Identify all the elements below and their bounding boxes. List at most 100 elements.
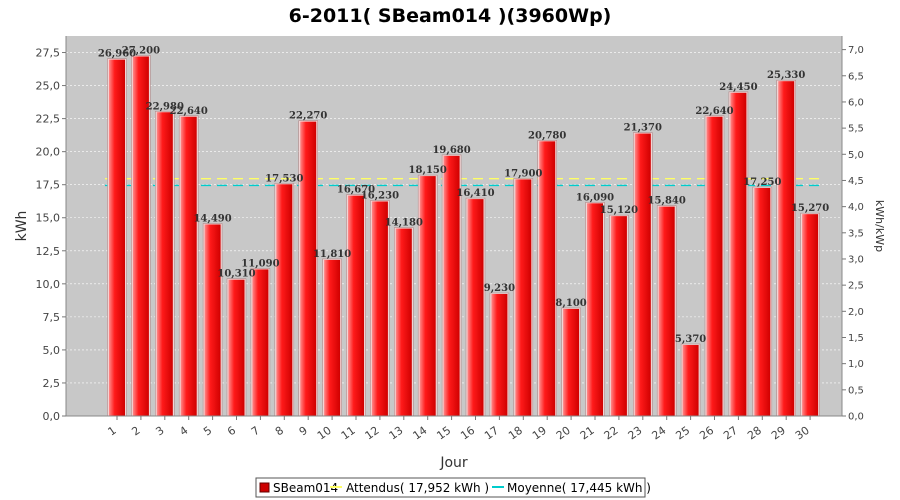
y2-tick-label: 1,5 [848,333,864,344]
y-tick-label: 0,0 [43,410,61,423]
x-tick-label: 2 [129,424,142,439]
x-tick-label: 29 [769,424,788,443]
bar [371,201,388,416]
x-tick-label: 8 [273,424,286,439]
bar-value-label: 14,180 [385,218,423,229]
bar-value-label: 17,530 [265,173,303,184]
bar-value-label: 22,640 [695,106,733,117]
bar-value-label: 16,410 [456,188,494,199]
y2-tick-label: 4,5 [848,176,864,187]
bar-value-label: 5,370 [675,334,706,345]
bar [754,188,771,416]
bar [706,116,723,416]
x-tick-label: 13 [387,424,406,443]
y2-tick-label: 7,0 [848,45,864,56]
x-tick-label: 1 [106,424,119,439]
chart-title: 6-2011( SBeam014 )(3960Wp) [289,5,612,27]
y2-tick-label: 6,5 [848,71,864,82]
bar-value-label: 17,900 [504,168,542,179]
y2-tick-label: 3,0 [848,254,864,265]
bar [204,224,221,416]
legend-label-moyenne: Moyenne( 17,445 kWh ) [507,481,651,495]
bar [395,228,412,416]
x-tick-label: 20 [554,424,573,443]
y2-tick-label: 1,0 [848,359,864,370]
x-tick-label: 27 [721,424,740,443]
x-tick-label: 6 [225,424,238,439]
bar [443,155,460,416]
legend-box [255,477,646,498]
bar-value-label: 21,370 [624,123,662,134]
bar [276,184,293,416]
y-tick-label: 27,5 [36,47,61,60]
bar [610,216,627,416]
y2-tick-label: 0,5 [848,385,864,396]
y-tick-label: 12,5 [36,245,61,258]
bar-value-label: 22,980 [146,101,184,112]
x-axis-ticks: 1 2 3 4 5 6 7 8 9 10 11 12 13 14 15 16 17 18 19 20 21 22 23 24 2… [106,416,812,442]
bar-value-label: 16,090 [576,192,614,203]
bar-value-label: 15,120 [600,205,638,216]
bar-value-label: 15,270 [791,203,829,214]
bar [300,121,317,417]
y2-tick-label: 0,0 [848,412,864,423]
bar-value-label: 22,270 [289,111,327,122]
x-tick-label: 22 [602,424,621,443]
y2-tick-label: 2,5 [848,281,864,292]
bar-value-label: 8,100 [555,298,586,309]
y-tick-label: 7,5 [43,311,61,324]
bar-value-label: 9,230 [484,283,515,294]
bar [587,203,603,416]
x-tick-label: 7 [249,424,262,439]
legend: SBeam014 Attendus( 17,952 kWh ) Moyenne(… [255,477,651,498]
x-tick-label: 9 [297,424,310,439]
x-tick-label: 18 [506,424,525,443]
x-tick-label: 16 [458,424,477,443]
bar [634,133,651,416]
bar [252,269,269,416]
legend-swatch-sbeam [259,482,270,493]
bar-value-label: 11,810 [313,249,351,260]
y-tick-label: 17,5 [36,179,61,192]
bar-value-label: 16,670 [337,185,375,196]
bar-value-label: 18,150 [409,165,447,176]
x-tick-label: 24 [649,424,668,443]
x-tick-label: 14 [410,424,429,443]
bar [467,199,484,416]
y2-axis-label: kWh/kWp [873,200,886,252]
bars [107,55,820,417]
y-tick-label: 25,0 [36,80,61,93]
bar-value-label: 14,490 [193,213,231,224]
bar [109,59,125,417]
bar-value-label: 10,310 [217,269,255,280]
x-tick-label: 4 [177,424,190,439]
bar [730,92,747,417]
bar-value-label: 16,230 [361,190,399,201]
bar [778,81,795,416]
legend-label-sbeam: SBeam014 [273,481,338,495]
x-tick-label: 25 [673,424,692,443]
bar [658,206,675,416]
bar [563,308,580,416]
y-tick-label: 15,0 [36,212,61,225]
bar [348,195,364,416]
bar [682,345,699,416]
bar [324,259,341,416]
y2-tick-label: 5,5 [848,124,864,135]
y2-tick-label: 3,5 [848,228,864,239]
x-tick-label: 23 [626,424,645,443]
y-tick-label: 22,5 [36,113,61,126]
bar [180,116,197,416]
x-tick-label: 15 [434,424,453,443]
y-tick-label: 2,5 [43,377,61,390]
x-tick-label: 19 [530,424,549,443]
bar [802,214,819,416]
y-axis-label: kWh [14,211,30,242]
y-tick-label: 5,0 [43,344,61,357]
bar-value-label: 25,330 [767,70,805,81]
value-labels: 26,96027,20022,98022,64014,49010,31011,0… [98,45,829,345]
bar-value-label: 15,840 [648,196,686,207]
x-axis-label: Jour [439,455,468,471]
bar-value-label: 20,780 [528,130,566,141]
x-tick-label: 17 [482,424,501,443]
